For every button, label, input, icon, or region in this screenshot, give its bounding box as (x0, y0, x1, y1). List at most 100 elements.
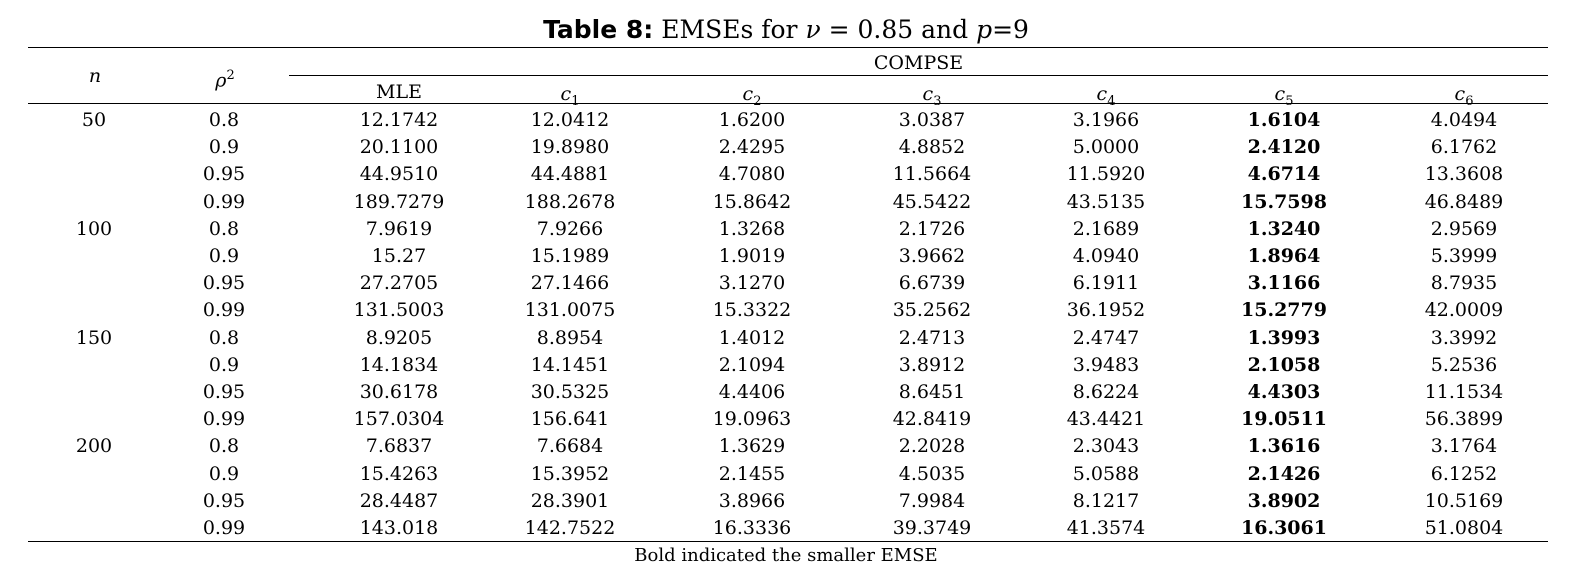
cell-n (54, 134, 134, 161)
cell-c3: 11.5664 (892, 163, 972, 186)
cell-c6: 10.5169 (1424, 489, 1504, 512)
cell-c6: 51.0804 (1424, 517, 1504, 539)
cell-mle: 44.9510 (359, 163, 439, 186)
cell-c1: 15.3952 (530, 462, 610, 485)
cell-c1: 19.8980 (530, 136, 610, 159)
cell-c4: 6.1911 (1072, 272, 1140, 295)
cell-c1: 15.1989 (530, 245, 610, 267)
header-c1: c1 (510, 82, 630, 114)
cell-c4: 2.1689 (1072, 217, 1140, 240)
cell-n: 200 (75, 435, 113, 458)
cell-mle: 15.4263 (359, 462, 439, 485)
cell-c1: 7.6684 (536, 435, 604, 458)
cell-c5: 16.3061 (1241, 517, 1327, 539)
cell-c1: 131.0075 (524, 299, 616, 322)
cell-c6: 42.0009 (1424, 299, 1504, 322)
cell-rho: 0.8 (208, 435, 240, 458)
cell-c1: 188.2678 (524, 190, 616, 213)
c-letter: c (742, 83, 754, 105)
title-nu-symbol: ν (805, 15, 821, 44)
cell-c5: 1.6104 (1247, 109, 1321, 131)
cell-c6: 3.1764 (1430, 435, 1498, 458)
cell-c2: 1.3268 (718, 217, 786, 240)
cell-c3: 42.8419 (892, 408, 972, 431)
c-letter: c (922, 83, 934, 105)
cell-c5: 2.4120 (1247, 136, 1321, 159)
cell-mle: 30.6178 (359, 381, 439, 403)
header-c2: c2 (692, 82, 812, 114)
cell-c2: 1.9019 (718, 245, 786, 267)
cell-c4: 4.0940 (1072, 245, 1140, 267)
c-subscript: 1 (571, 93, 580, 109)
rho-symbol: ρ (215, 69, 227, 92)
cell-c3: 2.1726 (898, 217, 966, 240)
c-letter: c (1274, 83, 1286, 105)
cell-c2: 1.6200 (718, 109, 786, 131)
cell-mle: 157.0304 (353, 408, 445, 431)
table-title: Table 8: EMSEs for ν = 0.85 and p=9 (0, 14, 1572, 46)
cell-c2: 2.4295 (718, 136, 786, 159)
c-subscript: 4 (1107, 93, 1116, 109)
cell-c4: 5.0588 (1072, 462, 1140, 485)
cell-c3: 39.3749 (892, 517, 972, 539)
cell-n: 50 (81, 109, 107, 131)
header-c5: c5 (1224, 82, 1344, 114)
cell-c6: 13.3608 (1424, 163, 1504, 186)
cell-c4: 43.4421 (1066, 408, 1146, 431)
table-footnote: Bold indicated the smaller EMSE (634, 545, 938, 566)
c-subscript: 5 (1285, 93, 1294, 109)
rho-exponent: 2 (226, 68, 235, 83)
title-nu-value: = 0.85 and (820, 15, 977, 44)
cell-c1: 8.8954 (536, 326, 604, 349)
cell-n (54, 352, 134, 379)
cell-c4: 8.6224 (1072, 381, 1140, 403)
cell-c4: 5.0000 (1072, 136, 1140, 159)
cell-rho: 0.99 (202, 299, 246, 322)
cell-mle: 131.5003 (353, 299, 445, 322)
cell-c2: 2.1094 (718, 353, 786, 376)
cell-c5: 3.1166 (1247, 272, 1321, 295)
cell-n (54, 379, 134, 406)
cell-rho: 0.8 (208, 326, 240, 349)
cell-c1: 7.9266 (536, 217, 604, 240)
bottom-rule (28, 541, 1548, 542)
cell-mle: 8.9205 (365, 326, 433, 349)
c-letter: c (1454, 83, 1466, 105)
cell-mle: 7.6837 (365, 435, 433, 458)
cell-c1: 12.0412 (530, 109, 610, 131)
cell-c6: 5.3999 (1430, 245, 1498, 267)
cell-rho: 0.95 (202, 489, 246, 512)
cell-mle: 27.2705 (359, 272, 439, 295)
cell-mle: 15.27 (371, 245, 427, 267)
header-compse: COMPSE (873, 52, 964, 74)
cell-c6: 6.1762 (1430, 136, 1498, 159)
cell-c2: 2.1455 (718, 462, 786, 485)
cell-c4: 3.1966 (1072, 109, 1140, 131)
cell-c4: 43.5135 (1066, 190, 1146, 213)
cell-rho: 0.9 (208, 245, 240, 267)
header-mle: MLE (376, 81, 422, 103)
cell-c4: 36.1952 (1066, 299, 1146, 322)
header-rule (28, 103, 1548, 104)
cell-c6: 2.9569 (1430, 217, 1498, 240)
cell-c4: 3.9483 (1072, 353, 1140, 376)
cell-c5: 19.0511 (1241, 408, 1327, 431)
cell-c3: 3.8912 (898, 353, 966, 376)
cell-mle: 14.1834 (359, 353, 439, 376)
cell-n: 100 (75, 217, 113, 240)
cell-c3: 6.6739 (898, 272, 966, 295)
cell-n (54, 161, 134, 188)
cell-c3: 4.5035 (898, 462, 966, 485)
cell-rho: 0.95 (202, 272, 246, 295)
cell-c3: 4.8852 (898, 136, 966, 159)
header-rho-squared: ρ2 (180, 64, 270, 92)
cell-c6: 5.2536 (1430, 353, 1498, 376)
cell-c5: 1.3240 (1247, 217, 1321, 240)
cell-c1: 156.641 (530, 408, 610, 431)
cell-c2: 16.3336 (712, 517, 792, 539)
cell-rho: 0.99 (202, 190, 246, 213)
cell-c5: 3.8902 (1247, 489, 1321, 512)
cell-c2: 15.8642 (712, 190, 792, 213)
cell-c5: 2.1426 (1247, 462, 1321, 485)
cell-c2: 15.3322 (712, 299, 792, 322)
